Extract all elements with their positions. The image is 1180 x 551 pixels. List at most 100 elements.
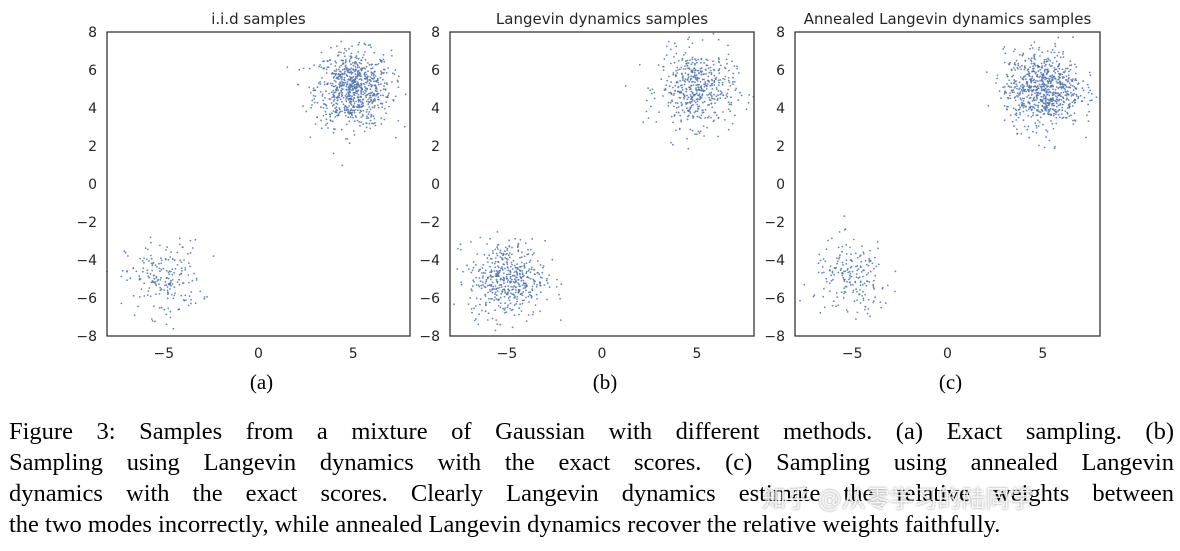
scatter-point [502, 253, 505, 256]
scatter-point [689, 59, 691, 61]
scatter-point [484, 269, 487, 272]
scatter-point [1045, 129, 1047, 132]
scatter-point [333, 85, 335, 88]
scatter-point [689, 102, 692, 104]
scatter-point [146, 248, 149, 251]
scatter-point [543, 284, 546, 286]
scatter-point [1023, 90, 1026, 92]
scatter-point [1040, 95, 1043, 98]
y-tick-label: −4 [764, 253, 785, 269]
scatter-point [520, 261, 523, 264]
scatter-point [155, 284, 158, 287]
scatter-point [348, 59, 351, 61]
scatter-point [497, 243, 500, 246]
scatter-point [529, 294, 531, 296]
scatter-point [699, 96, 702, 99]
scatter-point [827, 239, 829, 242]
scatter-point [129, 277, 132, 280]
scatter-point [170, 293, 173, 296]
scatter-point [673, 61, 676, 64]
scatter-point [355, 100, 357, 103]
scatter-point [1039, 111, 1042, 113]
scatter-point [692, 84, 695, 86]
scatter-point [672, 94, 675, 96]
scatter-point [353, 102, 356, 105]
y-tick-label: 6 [431, 63, 440, 79]
scatter-point [1064, 116, 1067, 119]
scatter-point [120, 302, 123, 305]
scatter-point [160, 276, 162, 279]
scatter-point [1058, 67, 1061, 70]
scatter-point [322, 60, 324, 63]
scatter-point [1021, 92, 1024, 95]
scatter-point [832, 300, 835, 303]
scatter-point [1046, 86, 1048, 88]
scatter-point [357, 96, 360, 99]
scatter-point [727, 108, 730, 110]
scatter-point [388, 105, 390, 108]
scatter-point [501, 267, 504, 270]
scatter-point [871, 262, 874, 265]
scatter-point [345, 93, 348, 96]
scatter-point [1026, 128, 1029, 131]
scatter-point [862, 251, 865, 254]
scatter-point [372, 115, 375, 117]
scatter-point [481, 272, 483, 274]
scatter-point [693, 67, 695, 70]
scatter-point [171, 273, 174, 276]
scatter-point [1038, 121, 1041, 123]
scatter-point [886, 284, 889, 287]
subfigure-label: (a) [250, 370, 273, 394]
scatter-point [374, 70, 376, 73]
scatter-point [351, 76, 354, 79]
scatter-point [332, 100, 335, 102]
scatter-point [1058, 64, 1060, 67]
scatter-point [1048, 139, 1051, 142]
scatter-point [387, 67, 390, 69]
scatter-point [1062, 56, 1065, 59]
scatter-point [336, 77, 339, 80]
scatter-point [844, 270, 847, 273]
scatter-point [342, 103, 345, 106]
scatter-point [701, 78, 704, 81]
scatter-point [166, 246, 169, 249]
scatter-point [693, 100, 696, 102]
scatter-point [516, 267, 519, 269]
scatter-point [662, 65, 665, 68]
scatter-point [1037, 125, 1040, 127]
scatter-point [510, 285, 512, 288]
scatter-point [350, 98, 353, 100]
scatter-point [333, 96, 335, 98]
scatter-point [705, 84, 707, 87]
scatter-point [356, 63, 358, 66]
scatter-point [691, 42, 694, 45]
scatter-point [380, 102, 382, 105]
scatter-point [456, 268, 459, 270]
scatter-point [694, 110, 697, 113]
scatter-point [149, 273, 152, 275]
scatter-point [509, 281, 512, 284]
scatter-point [528, 301, 530, 303]
scatter-point [488, 298, 490, 300]
scatter-point [711, 106, 714, 109]
scatter-point [480, 287, 483, 290]
scatter-point [1012, 107, 1015, 110]
scatter-point [862, 275, 864, 278]
scatter-point [333, 75, 336, 78]
scatter-point [340, 51, 342, 54]
scatter-point [343, 108, 346, 110]
scatter-point [366, 87, 368, 90]
scatter-point [471, 285, 474, 288]
scatter-point [510, 278, 513, 281]
scatter-point [484, 272, 486, 274]
scatter-point [349, 94, 351, 97]
scatter-point [494, 285, 497, 287]
scatter-point [371, 102, 373, 105]
scatter-point [324, 110, 327, 113]
scatter-point [319, 81, 322, 83]
scatter-point [496, 323, 499, 326]
scatter-point [1027, 125, 1030, 128]
scatter-point [1038, 110, 1041, 113]
scatter-point [484, 282, 487, 284]
scatter-point [491, 317, 494, 320]
